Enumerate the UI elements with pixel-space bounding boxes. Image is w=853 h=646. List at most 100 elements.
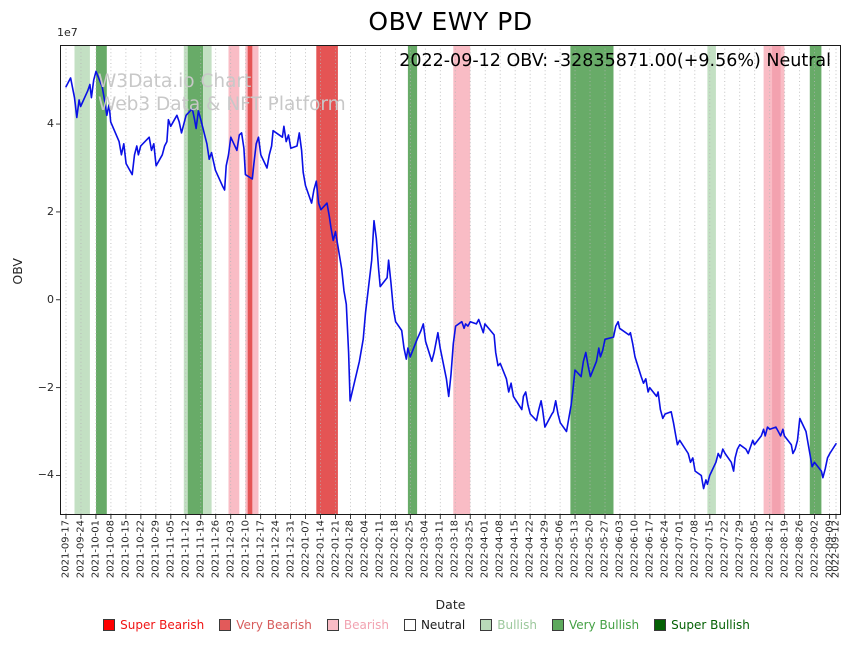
legend-label: Super Bullish bbox=[671, 618, 750, 632]
legend-item-super-bearish: Super Bearish bbox=[103, 618, 204, 632]
x-tick-label: 2022-01-07 bbox=[300, 520, 312, 579]
x-tick-label: 2022-09-02 bbox=[809, 520, 821, 579]
x-tick-label: 2022-06-03 bbox=[614, 520, 626, 579]
x-tick-label: 2022-08-19 bbox=[779, 520, 791, 579]
x-tick-label: 2021-12-03 bbox=[225, 520, 237, 579]
legend-item-very-bullish: Very Bullish bbox=[551, 618, 640, 632]
legend-label: Bullish bbox=[497, 618, 537, 632]
x-tick-label: 2022-08-12 bbox=[764, 520, 776, 579]
y-tick-label: 4 bbox=[47, 117, 54, 131]
x-tick-label: 2022-03-11 bbox=[434, 520, 446, 579]
plot-canvas bbox=[56, 45, 837, 519]
x-axis-label: Date bbox=[435, 597, 466, 612]
watermark-line1: W3Data.io Chart bbox=[98, 71, 252, 92]
x-tick-label: 2022-07-15 bbox=[704, 520, 716, 579]
x-tick-label: 2022-05-20 bbox=[584, 520, 596, 579]
x-tick-label: 2022-04-08 bbox=[494, 520, 506, 579]
signal-band-bearish bbox=[228, 45, 240, 515]
x-tick-label: 2022-06-17 bbox=[644, 520, 656, 579]
x-tick-label: 2021-12-24 bbox=[270, 520, 282, 579]
x-tick-label: 2021-11-05 bbox=[165, 520, 177, 579]
signal-band-bearish bbox=[453, 45, 471, 515]
x-tick-label: 2021-12-17 bbox=[255, 520, 267, 579]
legend-label: Neutral bbox=[420, 618, 466, 632]
x-tick-label: 2022-02-25 bbox=[404, 520, 416, 579]
y-axis-offset-label: 1e7 bbox=[57, 26, 78, 39]
x-tick-label: 2021-11-19 bbox=[195, 520, 207, 579]
y-tick-label: 2 bbox=[47, 204, 54, 218]
x-tick-label: 2021-10-01 bbox=[90, 520, 102, 579]
x-tick-label: 2022-09-12 bbox=[830, 520, 842, 579]
legend: Super Bearish Very Bearish Bearish Neutral B… bbox=[0, 618, 853, 632]
legend-item-very-bearish: Very Bearish bbox=[219, 618, 312, 632]
legend-item-neutral: Neutral bbox=[403, 618, 466, 632]
signal-band-bullish bbox=[183, 45, 188, 515]
x-tick-label: 2021-12-10 bbox=[240, 520, 252, 579]
watermark: W3Data.io Chart Web3 Data & NFT Platform bbox=[98, 70, 346, 116]
legend-swatch bbox=[326, 619, 339, 631]
legend-label: Very Bullish bbox=[568, 618, 640, 632]
x-tick-label: 2022-03-18 bbox=[449, 520, 461, 579]
signal-band-very_bearish bbox=[247, 45, 253, 515]
x-tick-label: 2022-01-14 bbox=[315, 520, 327, 579]
signal-band-bearish_dark bbox=[772, 45, 781, 515]
legend-swatch bbox=[654, 619, 667, 631]
x-tick-label: 2022-04-15 bbox=[509, 520, 521, 579]
x-tick-label: 2022-03-04 bbox=[419, 520, 431, 579]
obv-annotation: 2022-09-12 OBV: -32835871.00(+9.56%) Neu… bbox=[399, 51, 831, 71]
x-tick-label: 2022-06-24 bbox=[659, 520, 671, 579]
signal-band-very_bullish bbox=[809, 45, 822, 515]
x-tick-label: 2022-02-18 bbox=[389, 520, 401, 579]
x-tick-label: 2022-05-06 bbox=[554, 520, 566, 579]
obv-line bbox=[65, 70, 837, 490]
x-tick-label: 2022-01-21 bbox=[330, 520, 341, 579]
x-tick-label: 2022-04-01 bbox=[479, 520, 491, 579]
legend-swatch bbox=[551, 619, 564, 631]
x-tick-label: 2022-01-28 bbox=[344, 520, 356, 579]
legend-item-bullish: Bullish bbox=[480, 618, 537, 632]
x-tick-label: 2021-12-31 bbox=[285, 520, 297, 579]
x-tick-label: 2022-04-22 bbox=[524, 520, 536, 579]
signal-band-bullish bbox=[707, 45, 716, 515]
legend-label: Very Bearish bbox=[236, 618, 312, 632]
x-tick-label: 2022-06-10 bbox=[629, 520, 641, 579]
x-tick-label: 2022-08-05 bbox=[749, 520, 761, 579]
y-tick-label: −4 bbox=[37, 468, 54, 482]
x-tick-label: 2021-09-17 bbox=[60, 520, 72, 579]
x-tick-label: 2021-10-29 bbox=[150, 520, 162, 579]
signal-band-bullish bbox=[74, 45, 90, 515]
signal-band-very_bullish bbox=[96, 45, 107, 515]
x-tick-label: 2022-05-13 bbox=[569, 520, 581, 579]
x-tick-label: 2021-09-24 bbox=[75, 520, 87, 579]
legend-swatch bbox=[480, 619, 493, 631]
x-tick-label: 2022-08-26 bbox=[794, 520, 806, 579]
x-tick-label: 2022-07-01 bbox=[674, 520, 686, 579]
legend-swatch bbox=[403, 619, 416, 631]
signal-band-very_bearish bbox=[316, 45, 338, 515]
signal-band-very_bullish bbox=[407, 45, 418, 515]
x-tick-label: 2022-04-29 bbox=[539, 520, 551, 579]
signal-band-very_bullish bbox=[570, 45, 614, 515]
legend-item-bearish: Bearish bbox=[326, 618, 389, 632]
chart-title: OBV EWY PD bbox=[368, 7, 533, 36]
y-axis-label: OBV bbox=[10, 258, 25, 285]
x-tick-label: 2021-10-08 bbox=[105, 520, 117, 579]
x-tick-label: 2022-02-04 bbox=[359, 520, 371, 579]
x-tick-label: 2021-11-26 bbox=[210, 520, 222, 579]
x-tick-label: 2022-07-08 bbox=[689, 520, 701, 579]
signal-band-bullish bbox=[203, 45, 212, 515]
x-tick-label: 2022-07-29 bbox=[734, 520, 746, 579]
x-tick-label: 2021-10-15 bbox=[120, 520, 132, 579]
y-tick-label: 0 bbox=[47, 292, 54, 306]
legend-label: Bearish bbox=[343, 618, 389, 632]
legend-swatch bbox=[103, 619, 116, 631]
x-tick-label: 2022-07-22 bbox=[719, 520, 731, 579]
watermark-line2: Web3 Data & NFT Platform bbox=[98, 94, 346, 115]
x-tick-label: 2021-11-12 bbox=[180, 520, 192, 579]
legend-label: Super Bearish bbox=[120, 618, 205, 632]
legend-swatch bbox=[219, 619, 232, 631]
signal-band-very_bullish bbox=[187, 45, 204, 515]
x-tick-label: 2022-03-25 bbox=[464, 520, 476, 579]
y-tick-label: −2 bbox=[37, 380, 54, 394]
